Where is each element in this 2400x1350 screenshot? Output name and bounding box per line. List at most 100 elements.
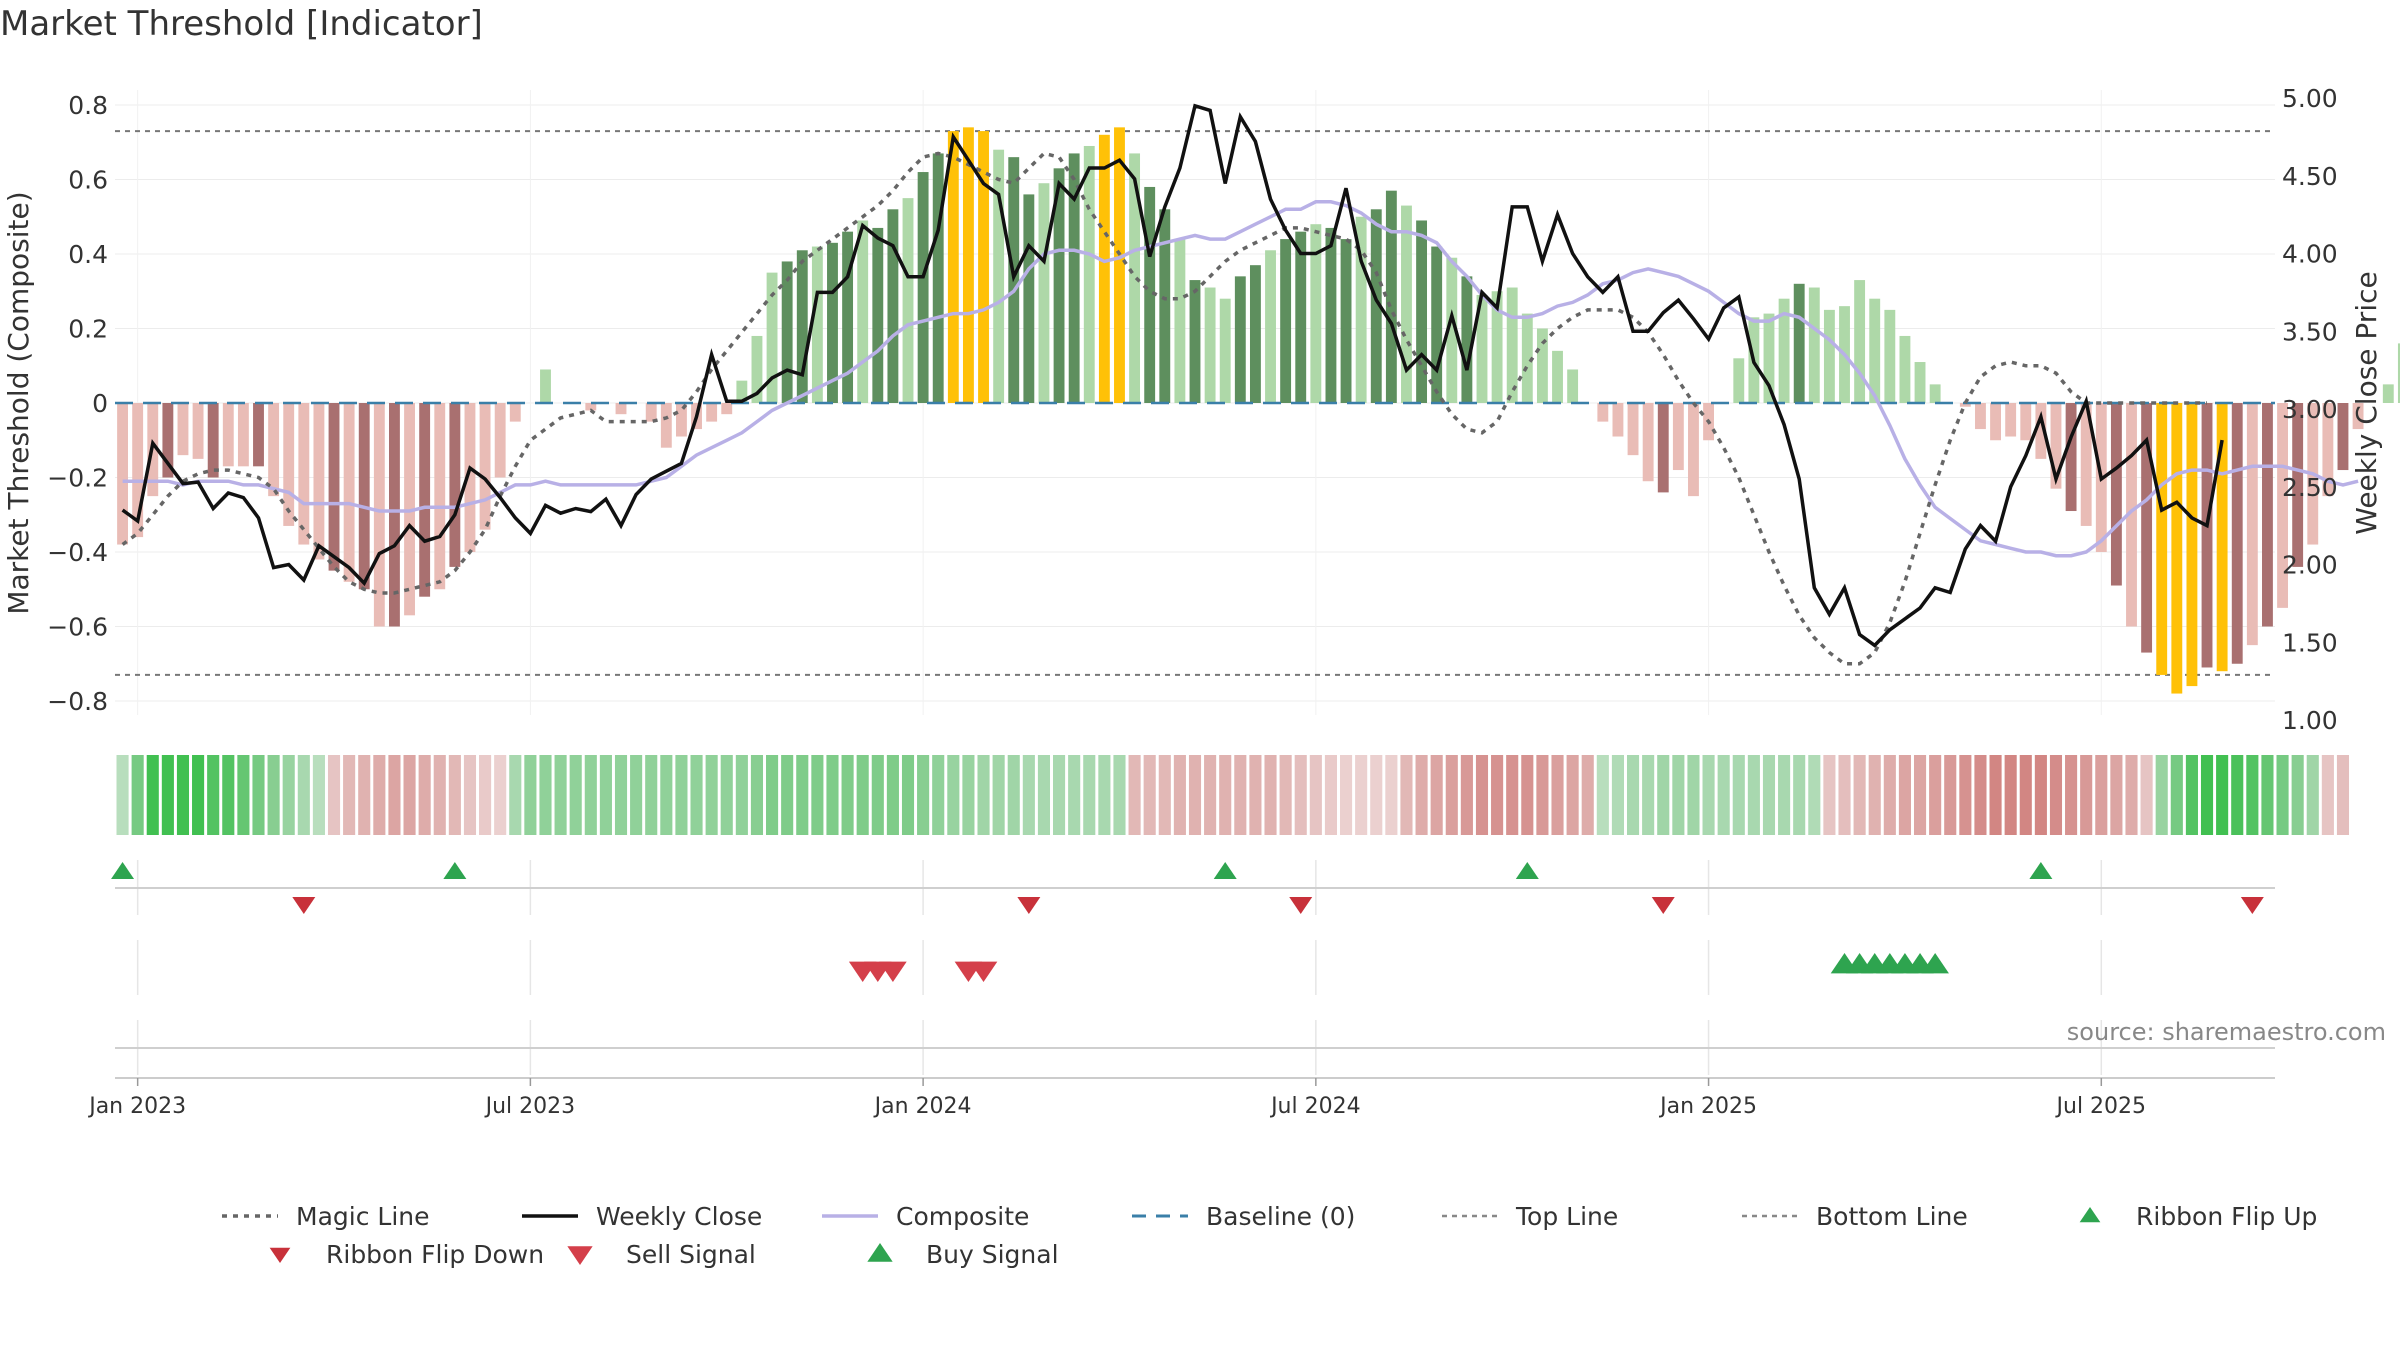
composite-bar: [1929, 384, 1941, 403]
ribbon-flip-down-marker: [292, 897, 316, 914]
composite-bar: [1657, 403, 1669, 493]
legend-swatch-magic: [222, 1214, 278, 1218]
composite-bar: [781, 261, 793, 403]
ribbon-cell: [1279, 755, 1292, 835]
signal-panels: [111, 862, 2275, 1049]
ribbon-cell: [1838, 755, 1851, 835]
composite-bar: [2020, 403, 2032, 441]
composite-bar: [857, 220, 869, 403]
composite-bar: [796, 250, 808, 403]
y-tick-left: 0.4: [68, 240, 108, 269]
ribbon-cell: [1355, 755, 1368, 835]
x-tick-label: Jan 2023: [87, 1094, 186, 1119]
composite-bar: [404, 403, 415, 616]
composite-bar: [736, 380, 748, 403]
legend-label: Top Line: [1516, 1201, 1619, 1231]
sell-signal-marker: [879, 961, 907, 982]
ribbon-cell: [267, 755, 280, 835]
composite-bar: [1808, 287, 1820, 403]
y-tick-right: 2.00: [2282, 551, 2338, 580]
composite-bar: [706, 403, 718, 422]
composite-bar: [2171, 403, 2183, 694]
ribbon-cell: [1188, 755, 1202, 835]
y-tick-left: −0.4: [47, 538, 108, 567]
composite-bar: [479, 403, 491, 530]
legend-item-bottom: Bottom Line: [1740, 1200, 1968, 1232]
ribbon-cell: [2080, 755, 2093, 835]
ribbon-cell: [1536, 755, 1549, 835]
buy-signal-marker: [1921, 953, 1949, 974]
legend-item-close: Weekly Close: [520, 1200, 762, 1232]
composite-bar: [1869, 298, 1881, 403]
ribbon-cell: [343, 755, 356, 835]
ribbon-cell: [2019, 755, 2032, 835]
composite-bar: [2352, 403, 2364, 430]
ribbon-cell: [433, 755, 446, 835]
y-tick-left: 0.2: [68, 315, 108, 344]
composite-bar: [343, 403, 355, 582]
composite-bar: [615, 403, 627, 415]
ribbon-cell: [1581, 755, 1594, 835]
ribbon-cell: [207, 755, 220, 835]
composite-bar: [1688, 403, 1699, 497]
ribbon-cell: [1415, 755, 1428, 835]
composite-bar: [1521, 313, 1533, 403]
composite-bar: [177, 403, 189, 456]
ribbon-cell: [901, 755, 915, 835]
ribbon-cell: [2004, 755, 2017, 835]
ribbon-cell: [1430, 755, 1443, 835]
composite-bar: [827, 242, 838, 403]
legend-item-sell: Sell Signal: [550, 1238, 756, 1270]
x-tick-label: Jul 2025: [2055, 1094, 2147, 1119]
legend-swatch-buy: [867, 1243, 893, 1262]
composite-bar: [449, 403, 461, 567]
composite-bar: [842, 231, 854, 403]
ribbon-cell: [388, 755, 401, 835]
ribbon-flip-up-marker: [1213, 862, 1237, 879]
composite-bar: [494, 403, 506, 478]
ribbon-cell: [1234, 755, 1247, 835]
ribbon-cell: [2231, 755, 2244, 835]
ribbon-cell: [1400, 755, 1413, 835]
ribbon-cell: [932, 755, 945, 835]
composite-bar: [1446, 257, 1458, 403]
ribbon-cell: [524, 755, 537, 835]
composite-bar: [358, 403, 370, 590]
composite-bar: [268, 403, 280, 497]
ribbon-cell: [1370, 755, 1383, 835]
legend-label: Magic Line: [296, 1201, 430, 1231]
ribbon-cell: [192, 755, 205, 835]
composite-bar: [1823, 309, 1835, 403]
legend-label: Ribbon Flip Down: [326, 1239, 545, 1269]
ribbon-cell: [2049, 755, 2063, 835]
composite-bar: [298, 403, 310, 545]
ribbon-cell: [1944, 755, 1957, 835]
composite-bar: [1416, 220, 1428, 403]
ribbon-cell: [599, 755, 612, 835]
composite-bar: [1355, 216, 1367, 403]
composite-bar: [1431, 246, 1443, 403]
ribbon-cell: [1868, 755, 1881, 835]
ribbon-cell: [917, 755, 930, 835]
y-tick-left: −0.6: [47, 613, 108, 642]
composite-bar: [1793, 283, 1805, 403]
composite-bar: [585, 403, 597, 411]
composite-bar: [2156, 403, 2168, 675]
ribbon-cell: [720, 755, 733, 835]
ribbon-cell: [554, 755, 567, 835]
ribbon-cell: [675, 755, 688, 835]
x-tick-label: Jan 2025: [1658, 1094, 1757, 1119]
composite-bar: [1280, 239, 1292, 403]
composite-bar: [1159, 209, 1171, 403]
y-tick-right: 1.50: [2282, 628, 2338, 657]
composite-bar: [2397, 343, 2400, 403]
composite-bar: [1899, 335, 1911, 403]
ribbon-cell: [161, 755, 174, 835]
legend-item-top: Top Line: [1440, 1200, 1618, 1232]
ribbon-cell: [1022, 755, 1035, 835]
ribbon-cell: [1475, 755, 1489, 835]
composite-bar: [1914, 362, 1926, 403]
ribbon-cell: [1521, 755, 1534, 835]
ribbon-cell: [403, 755, 416, 835]
